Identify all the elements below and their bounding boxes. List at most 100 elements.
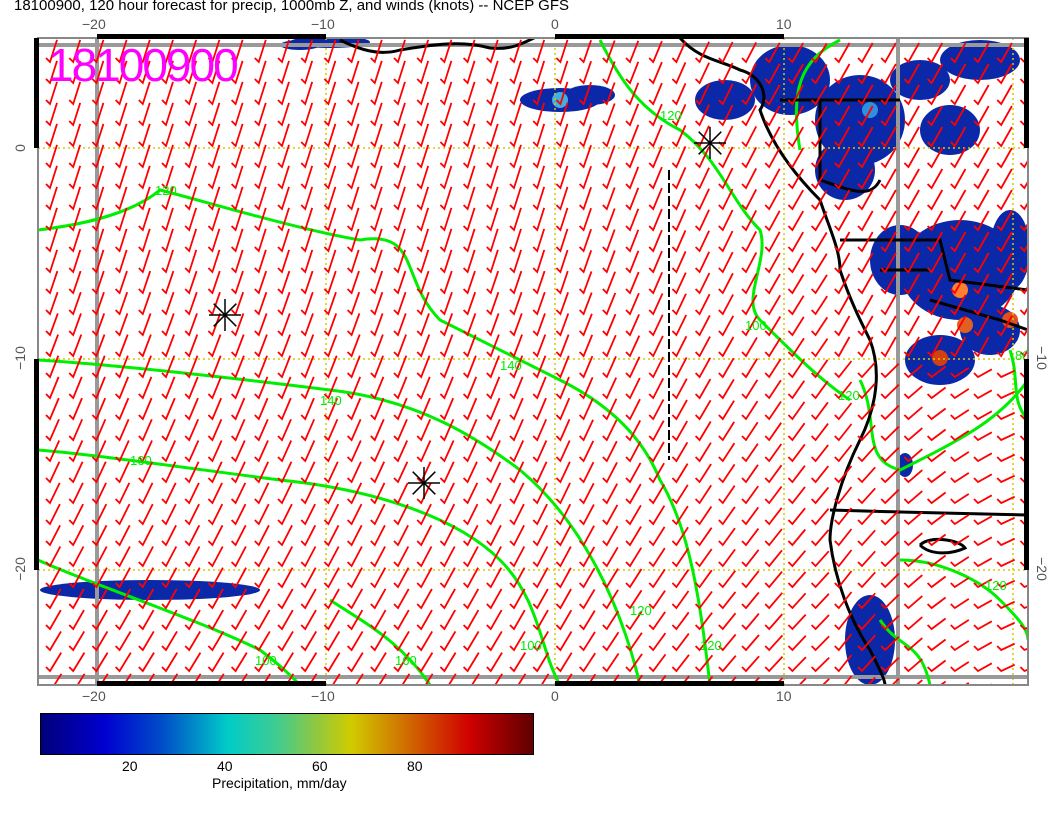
- wind-barb: [555, 397, 571, 421]
- wind-barb: [91, 186, 105, 211]
- wind-barb: [973, 63, 990, 85]
- wind-barb: [486, 546, 502, 568]
- wind-barb: [300, 609, 317, 631]
- wind-barb: [718, 463, 736, 484]
- wind-barb: [950, 367, 970, 379]
- wind-barb: [370, 60, 383, 85]
- wind-barb: [161, 355, 176, 379]
- wind-barb: [602, 440, 618, 463]
- wind-barb: [973, 84, 990, 106]
- wind-barb: [486, 249, 499, 274]
- wind-barb: [741, 634, 760, 652]
- wind-barb: [787, 592, 807, 610]
- wind-barb: [45, 482, 61, 505]
- wind-barb: [602, 652, 620, 673]
- contour-label: 120: [155, 183, 177, 198]
- wind-barb: [578, 376, 594, 400]
- wind-barb: [68, 376, 83, 400]
- wind-barb: [810, 380, 829, 400]
- wind-barb: [393, 609, 410, 631]
- wind-barb: [625, 61, 640, 85]
- wind-barb: [393, 376, 408, 400]
- wind-barb: [578, 186, 592, 211]
- wind-barb: [138, 228, 151, 253]
- wind-barb: [370, 418, 385, 442]
- wind-barb: [810, 338, 829, 358]
- wind-barb: [602, 229, 616, 253]
- wind-barb: [741, 209, 757, 232]
- wind-barb: [509, 567, 526, 589]
- wind-barb: [370, 652, 387, 673]
- station-star-icon: [412, 471, 436, 495]
- wind-barb: [45, 60, 58, 85]
- wind-barb: [671, 230, 687, 253]
- wind-barb: [277, 440, 293, 463]
- wind-barb: [277, 123, 290, 148]
- wind-barb: [648, 124, 663, 148]
- wind-barb: [578, 567, 596, 589]
- wind-barb: [1019, 666, 1028, 673]
- wind-barb: [718, 612, 737, 631]
- wind-barb: [230, 567, 247, 589]
- wind-barb: [741, 62, 757, 85]
- wind-barb: [996, 369, 1016, 379]
- wind-barb: [996, 231, 1013, 253]
- wind-barb: [950, 619, 970, 631]
- wind-barb: [810, 571, 830, 589]
- wind-barb: [114, 503, 131, 526]
- coastline-segment: [918, 537, 968, 555]
- wind-barb: [671, 188, 687, 211]
- wind-barb: [114, 249, 128, 274]
- wind-barb: [416, 291, 430, 316]
- wind-barb: [509, 249, 522, 274]
- wind-barb: [810, 486, 830, 505]
- wind-barb: [486, 482, 502, 505]
- wind-barb: [926, 252, 944, 274]
- wind-barb: [973, 620, 993, 631]
- geopotential-contours: [38, 38, 1028, 685]
- wind-barb: [486, 81, 499, 106]
- wind-barb: [764, 571, 783, 589]
- wind-barb: [207, 482, 223, 505]
- wind-barb: [718, 315, 735, 337]
- wind-barb: [207, 207, 221, 232]
- wind-barb: [346, 207, 360, 232]
- wind-barb: [741, 83, 757, 106]
- wind-barb: [532, 102, 546, 127]
- wind-barb: [810, 106, 828, 127]
- wind-barb: [114, 81, 128, 106]
- wind-barb: [694, 442, 712, 463]
- wind-barb: [610, 674, 620, 685]
- wind-barb: [903, 406, 923, 421]
- wind-barb: [857, 634, 876, 652]
- lon-tick-top: 0: [551, 16, 559, 32]
- wind-barb: [486, 144, 499, 169]
- wind-barb: [903, 637, 923, 652]
- wind-barb: [393, 123, 406, 148]
- wind-barb: [671, 378, 688, 400]
- wind-barb: [810, 190, 828, 211]
- wind-barb: [903, 126, 920, 148]
- wind-barb: [857, 529, 876, 547]
- wind-barb: [926, 449, 947, 463]
- wind-barb: [370, 123, 383, 148]
- wind-barb: [114, 313, 129, 337]
- wind-barb: [439, 630, 457, 652]
- wind-barb: [184, 207, 198, 232]
- wind-barb: [1019, 284, 1028, 295]
- lon-tick-bottom: −10: [311, 688, 335, 704]
- wind-barb: [880, 315, 897, 337]
- wind-barb: [625, 187, 640, 211]
- precip-core: [957, 317, 973, 333]
- wind-barb: [973, 210, 990, 232]
- wind-barb: [532, 81, 546, 106]
- wind-barb: [68, 144, 82, 169]
- wind-barb: [718, 167, 734, 190]
- wind-barb: [810, 444, 829, 463]
- wind-barb: [625, 82, 640, 106]
- wind-barb: [91, 461, 107, 484]
- wind-barb: [486, 609, 503, 631]
- wind-barb: [741, 41, 757, 64]
- wind-barb: [161, 165, 174, 190]
- wind-barb: [462, 524, 479, 547]
